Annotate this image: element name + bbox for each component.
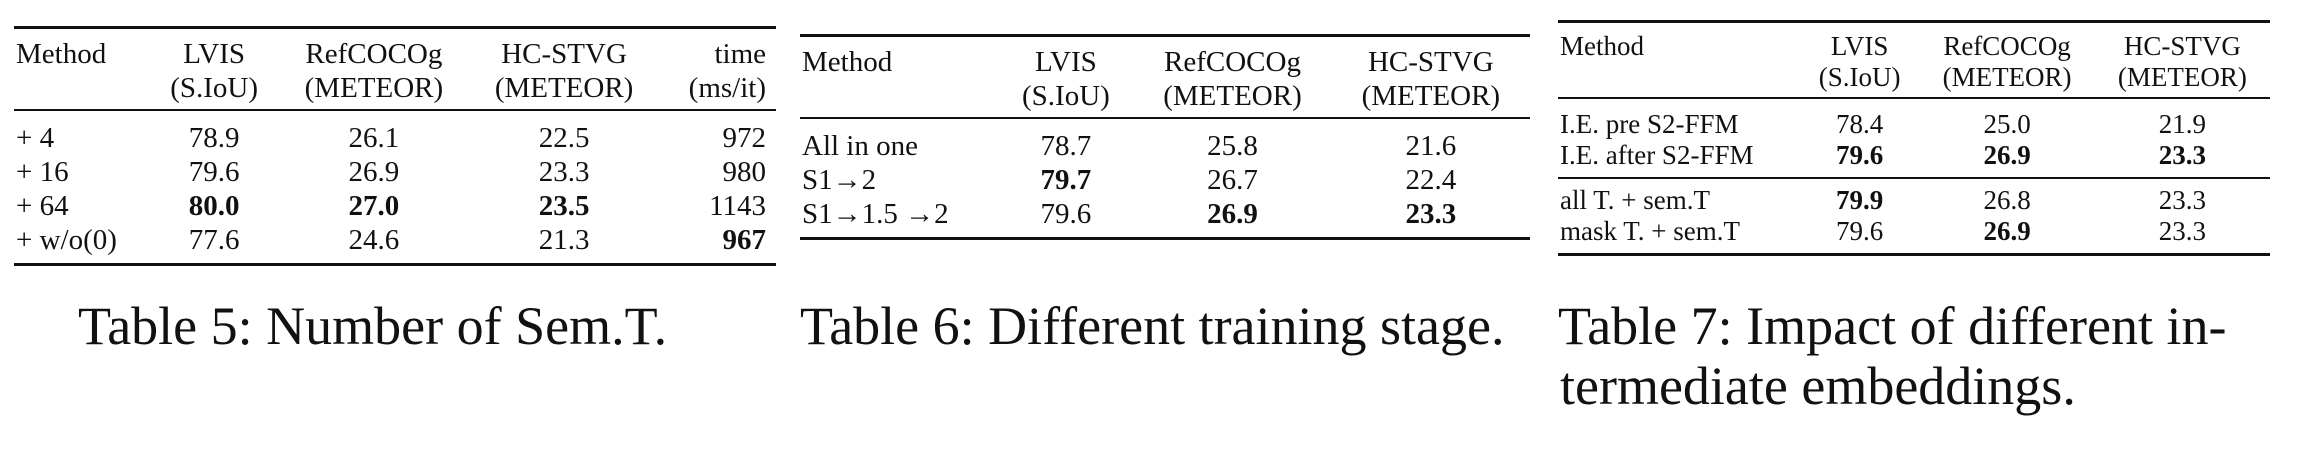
table-7-grid: Method LVIS (S.IoU) RefCOCOg (METEOR) HC-S… xyxy=(1558,20,2270,256)
cell-method: mask T. + sem.T xyxy=(1558,216,1800,256)
cell-method: + 64 xyxy=(16,190,69,222)
cell-method: + 4 xyxy=(16,122,55,154)
table-row: S1→1.5 →2 79.6 26.9 23.3 xyxy=(800,197,1530,240)
cell-lvis: 78.4 xyxy=(1835,109,1884,139)
col-header-time: time (ms/it) xyxy=(659,26,776,109)
table-7-caption: Table 7: Impact of different in- termedi… xyxy=(1558,296,2298,416)
cell-lvis: 79.6 xyxy=(1835,140,1884,170)
table-row: + 16 79.6 26.9 23.3 980 xyxy=(14,155,776,189)
table-5-grid: Method LVIS (S.IoU) RefCOCOg (METEOR) HC-S… xyxy=(14,26,776,266)
table-header-row: Method LVIS (S.IoU) RefCOCOg (METEOR) HC-S… xyxy=(800,34,1530,117)
cell-method: S1→2 xyxy=(802,164,877,196)
cell-lvis: 79.9 xyxy=(1799,177,1920,216)
cell-refcocog: 26.9 xyxy=(1919,216,2095,256)
table-7-caption-line-1: Table 7: Impact of different in- xyxy=(1558,296,2227,356)
table-header-row: Method LVIS (S.IoU) RefCOCOg (METEOR) HC-S… xyxy=(14,26,776,109)
cell-time: 967 xyxy=(659,223,776,266)
cell-hcstvg: 21.6 xyxy=(1405,130,1457,162)
col-header-refcocog: RefCOCOg (METEOR) xyxy=(278,26,469,109)
cell-refcocog: 24.6 xyxy=(278,223,469,266)
cell-method: S1→1.5 →2 xyxy=(800,197,999,240)
table-row: All in one 78.7 25.8 21.6 xyxy=(800,118,1530,163)
table-5-caption: Table 5: Number of Sem.T. xyxy=(78,296,668,356)
col-header-hcstvg: HC-STVG (METEOR) xyxy=(1331,34,1530,117)
cell-refcocog: 26.8 xyxy=(1919,177,2095,216)
col-header-method: Method xyxy=(1558,20,1800,97)
col-header-lvis: LVIS (S.IoU) xyxy=(1799,20,1920,97)
cell-lvis: 79.6 xyxy=(998,197,1134,240)
cell-method: + w/o(0) xyxy=(14,223,150,266)
cell-method: all T. + sem.T xyxy=(1558,177,1800,216)
table-row: I.E. pre S2-FFM 78.4 25.0 21.9 xyxy=(1558,98,2270,140)
cell-hcstvg: 22.4 xyxy=(1405,164,1457,196)
cell-refcocog: 27.0 xyxy=(348,190,400,222)
table-7-caption-line-2: termediate embeddings. xyxy=(1560,356,2076,416)
col-header-refcocog: RefCOCOg (METEOR) xyxy=(1133,34,1332,117)
table-5: Method LVIS (S.IoU) RefCOCOg (METEOR) HC-S… xyxy=(14,26,776,266)
cell-refcocog: 26.9 xyxy=(1983,140,2031,170)
table-row: S1→2 79.7 26.7 22.4 xyxy=(800,163,1530,197)
table-6-caption: Table 6: Different training stage. xyxy=(800,296,1505,356)
col-header-hcstvg: HC-STVG (METEOR) xyxy=(468,26,660,109)
table-row: all T. + sem.T 79.9 26.8 23.3 xyxy=(1558,177,2270,216)
table-7: Method LVIS (S.IoU) RefCOCOg (METEOR) HC-S… xyxy=(1558,20,2270,256)
cell-lvis: 80.0 xyxy=(188,190,240,222)
cell-method: + 16 xyxy=(16,156,69,188)
cell-method: I.E. pre S2-FFM xyxy=(1560,109,1739,139)
table-row: I.E. after S2-FFM 79.6 26.9 23.3 xyxy=(1558,140,2270,178)
col-header-method: Method xyxy=(14,26,150,109)
cell-hcstvg: 23.3 xyxy=(538,156,590,188)
cell-refcocog: 25.8 xyxy=(1207,130,1258,162)
table-row: + w/o(0) 77.6 24.6 21.3 967 xyxy=(14,223,776,266)
cell-lvis: 78.7 xyxy=(1040,130,1092,162)
col-header-refcocog: RefCOCOg (METEOR) xyxy=(1919,20,2095,97)
cell-time: 980 xyxy=(722,156,767,188)
cell-hcstvg: 22.5 xyxy=(538,122,590,154)
cell-method: All in one xyxy=(802,130,918,162)
table-row: + 4 78.9 26.1 22.5 972 xyxy=(14,110,776,155)
cell-hcstvg: 23.5 xyxy=(538,190,590,222)
col-header-lvis: LVIS (S.IoU) xyxy=(149,26,279,109)
cell-time: 1143 xyxy=(709,190,766,222)
cell-hcstvg: 21.9 xyxy=(2158,109,2206,139)
cell-lvis: 77.6 xyxy=(149,223,279,266)
table-header-row: Method LVIS (S.IoU) RefCOCOg (METEOR) HC-S… xyxy=(1558,20,2270,97)
table-6: Method LVIS (S.IoU) RefCOCOg (METEOR) HC-S… xyxy=(800,34,1530,240)
cell-refcocog: 26.9 xyxy=(1133,197,1332,240)
cell-method: I.E. after S2-FFM xyxy=(1560,140,1754,170)
table-6-grid: Method LVIS (S.IoU) RefCOCOg (METEOR) HC-S… xyxy=(800,34,1530,240)
cell-lvis: 79.7 xyxy=(1040,164,1092,196)
cell-lvis: 79.6 xyxy=(1799,216,1920,256)
cell-refcocog: 25.0 xyxy=(1983,109,2031,139)
col-header-hcstvg: HC-STVG (METEOR) xyxy=(2094,20,2270,97)
cell-hcstvg: 23.3 xyxy=(2094,177,2270,216)
cell-hcstvg: 23.3 xyxy=(2158,140,2206,170)
cell-hcstvg: 23.3 xyxy=(1331,197,1530,240)
col-header-method: Method xyxy=(800,34,999,117)
table-row: mask T. + sem.T 79.6 26.9 23.3 xyxy=(1558,216,2270,256)
cell-hcstvg: 23.3 xyxy=(2094,216,2270,256)
table-row: + 64 80.0 27.0 23.5 1143 xyxy=(14,189,776,223)
col-header-lvis: LVIS (S.IoU) xyxy=(998,34,1134,117)
cell-refcocog: 26.9 xyxy=(348,156,400,188)
cell-time: 972 xyxy=(722,122,767,154)
cell-hcstvg: 21.3 xyxy=(468,223,660,266)
cell-refcocog: 26.1 xyxy=(348,122,400,154)
cell-lvis: 79.6 xyxy=(188,156,240,188)
cell-refcocog: 26.7 xyxy=(1207,164,1258,196)
cell-lvis: 78.9 xyxy=(188,122,240,154)
